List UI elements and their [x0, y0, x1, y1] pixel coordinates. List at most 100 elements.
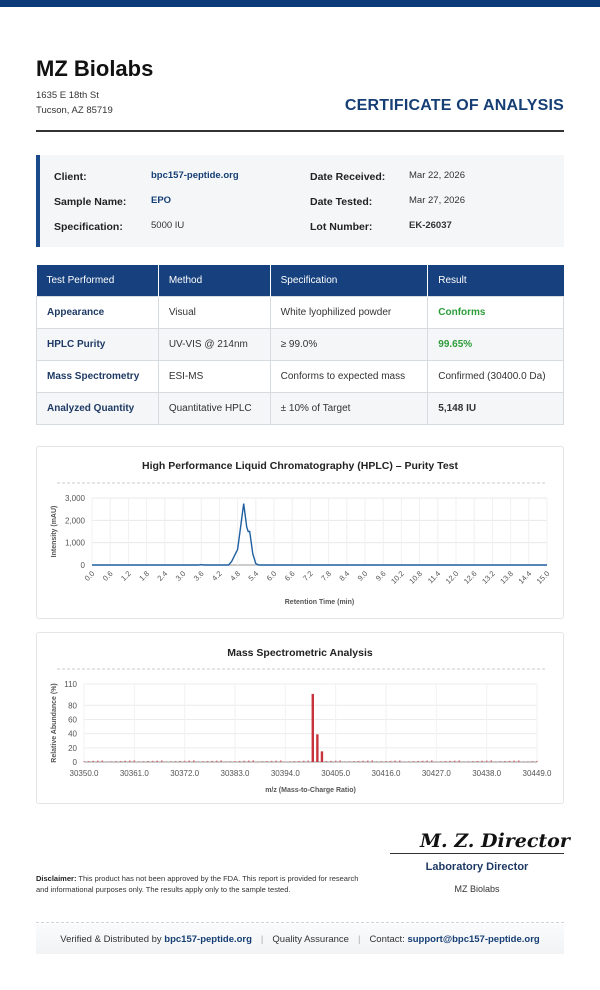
table-row: HPLC Purity UV-VIS @ 214nm ≥ 99.0% 99.65… — [36, 327, 564, 361]
x-tick-label: 9.6 — [374, 569, 388, 583]
director-signature: M. Z. Director — [420, 830, 570, 852]
footer-verified-link[interactable]: bpc157-peptide.org — [164, 933, 252, 945]
noise-bar — [453, 760, 456, 762]
noise-bar — [96, 760, 99, 762]
lot-number-label: Lot Number: — [310, 221, 373, 233]
disclaimer-text: This product has not been approved by th… — [36, 874, 359, 894]
cell-specification: White lyophilized powder — [269, 295, 429, 329]
address-line-1: 1635 E 18th St — [36, 90, 99, 101]
noise-bar — [110, 761, 113, 762]
x-tick-label: 10.2 — [389, 569, 406, 586]
noise-bar — [376, 761, 378, 762]
client-value[interactable]: bpc157-peptide.org — [151, 170, 239, 181]
x-tick-label: 4.8 — [228, 569, 242, 583]
noise-bar — [115, 761, 117, 762]
noise-bar — [238, 760, 241, 762]
y-tick-label: 40 — [68, 730, 77, 739]
noise-bar — [449, 760, 451, 762]
noise-bar — [389, 760, 392, 762]
noise-bar — [499, 761, 502, 762]
noise-bar — [504, 761, 506, 762]
cell-method: UV-VIS @ 214nm — [157, 327, 271, 361]
y-axis-label: Relative Abundance (%) — [51, 683, 58, 762]
disclaimer-label: Disclaimer: — [36, 874, 77, 883]
x-tick-label: 0.0 — [83, 569, 97, 583]
noise-bar — [275, 760, 277, 762]
address-line-2: Tucson, AZ 85719 — [36, 105, 113, 116]
noise-bar — [83, 761, 85, 762]
sample-info-box: Client: bpc157-peptide.org Sample Name: … — [36, 155, 564, 247]
noise-bar — [435, 761, 438, 762]
noise-bar — [160, 760, 163, 762]
x-tick-label: 30438.0 — [472, 769, 501, 778]
specification-value: 5000 IU — [151, 220, 185, 231]
y-tick-label: 110 — [64, 680, 77, 689]
noise-bar — [325, 761, 328, 762]
cell-test: Analyzed Quantity — [36, 391, 159, 425]
noise-bar — [229, 761, 232, 762]
cell-specification: Conforms to expected mass — [269, 359, 429, 393]
noise-bar — [119, 760, 122, 762]
x-tick-label: 30394.0 — [271, 769, 300, 778]
x-tick-label: 30405.0 — [321, 769, 350, 778]
noise-bar — [252, 760, 255, 762]
x-tick-label: 6.0 — [265, 569, 279, 583]
y-tick-label: 3,000 — [65, 494, 86, 503]
x-tick-label: 30350.0 — [70, 769, 99, 778]
noise-bar — [215, 760, 218, 762]
noise-bar — [202, 761, 204, 762]
peak-bar — [316, 734, 319, 762]
y-tick-label: 0 — [81, 561, 86, 570]
noise-bar — [138, 761, 140, 762]
noise-bar — [179, 760, 181, 762]
document-title: CERTIFICATE OF ANALYSIS — [344, 97, 564, 114]
noise-bar — [330, 760, 332, 762]
noise-bar — [440, 761, 442, 762]
noise-bar — [517, 760, 520, 762]
noise-bar — [211, 760, 213, 762]
noise-bar — [394, 760, 396, 762]
signature-title: Laboratory Director — [425, 861, 529, 873]
noise-bar — [513, 760, 515, 762]
footer-verified-text: Verified & Distributed by — [60, 933, 162, 945]
y-tick-label: 0 — [73, 758, 78, 767]
noise-bar — [302, 760, 305, 762]
footer-contact-text: Contact: — [369, 933, 405, 945]
x-tick-label: 5.4 — [246, 569, 260, 583]
footer: Verified & Distributed by bpc157-peptide… — [36, 924, 564, 954]
x-tick-label: 12.6 — [462, 569, 479, 586]
disclaimer: Disclaimer: This product has not been ap… — [36, 874, 366, 896]
noise-bar — [408, 761, 410, 762]
noise-bar — [444, 761, 447, 762]
header-divider — [36, 130, 564, 132]
x-tick-label: 1.8 — [137, 569, 151, 583]
date-tested-value: Mar 27, 2026 — [409, 195, 465, 206]
noise-bar — [458, 760, 461, 762]
table-row: Mass Spectrometry ESI-MS Conforms to exp… — [36, 359, 564, 393]
table-row: Appearance Visual White lyophilized powd… — [36, 295, 564, 329]
noise-bar — [481, 760, 483, 762]
noise-bar — [385, 761, 387, 762]
header-result: Result — [427, 265, 564, 296]
noise-bar — [243, 760, 245, 762]
x-tick-label: 13.8 — [498, 569, 515, 586]
test-results-table: Test Performed Method Specification Resu… — [36, 265, 564, 425]
x-tick-label: 30361.0 — [120, 769, 149, 778]
x-tick-label: 15.0 — [535, 569, 552, 586]
noise-bar — [531, 761, 534, 762]
signature-org: MZ Biolabs — [454, 884, 500, 894]
noise-bar — [174, 761, 177, 762]
x-tick-label: 3.0 — [174, 569, 188, 583]
peak-bar — [320, 751, 324, 762]
noise-bar — [490, 760, 493, 762]
noise-bar — [261, 761, 264, 762]
footer-contact-link[interactable]: support@bpc157-peptide.org — [407, 933, 540, 945]
x-tick-label: 13.2 — [480, 569, 497, 586]
noise-bar — [298, 760, 300, 762]
cell-method: ESI-MS — [157, 359, 271, 393]
noise-bar — [279, 760, 282, 762]
x-axis-label: m/z (Mass-to-Charge Ratio) — [265, 787, 356, 794]
noise-bar — [508, 760, 511, 762]
x-tick-label: 14.4 — [517, 569, 534, 586]
cell-result: Confirmed (30400.0 Da) — [427, 359, 564, 393]
